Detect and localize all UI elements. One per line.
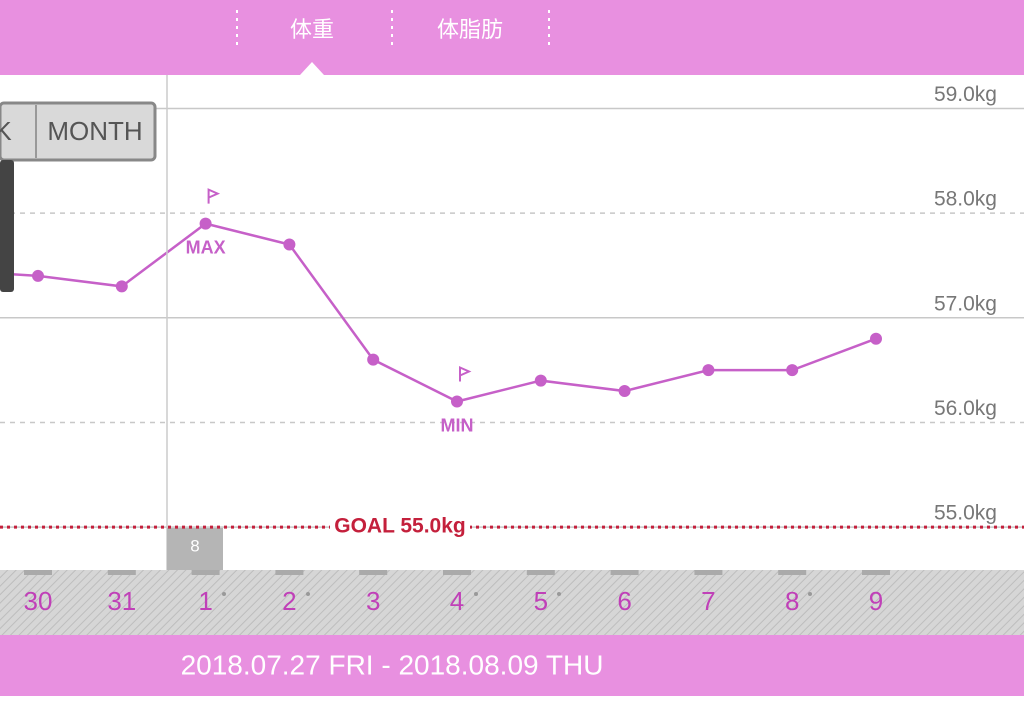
x-tick bbox=[359, 570, 388, 575]
weight-line bbox=[0, 222, 877, 403]
goal-label: GOAL 55.0kg bbox=[334, 515, 466, 538]
x-tick-label: 1 bbox=[198, 586, 212, 616]
x-tick bbox=[443, 570, 471, 575]
tab-bar bbox=[0, 0, 1024, 75]
day-dots bbox=[222, 592, 812, 596]
x-tick bbox=[275, 570, 304, 575]
weight-point bbox=[702, 364, 715, 377]
y-tick-label: 59.0kg bbox=[934, 83, 997, 106]
weight-point bbox=[451, 395, 463, 408]
weight-point bbox=[199, 217, 212, 230]
x-tick-label: 5 bbox=[534, 586, 548, 616]
weight-point bbox=[534, 374, 547, 387]
selection-box bbox=[167, 528, 223, 570]
date-range: 2018.07.27 FRI - 2018.08.09 THU bbox=[181, 649, 604, 680]
x-tick bbox=[526, 570, 555, 575]
weight-point bbox=[115, 280, 128, 293]
weight-point bbox=[367, 353, 380, 366]
x-tick bbox=[107, 570, 136, 575]
x-tick bbox=[694, 570, 723, 575]
x-tick-label: 31 bbox=[107, 586, 136, 616]
x-tick-label: 9 bbox=[869, 586, 883, 616]
weight-point bbox=[32, 269, 44, 282]
x-tick-label: 3 bbox=[366, 586, 380, 616]
y-tick-label: 58.0kg bbox=[934, 188, 997, 211]
flag bbox=[459, 365, 472, 382]
x-tick bbox=[24, 570, 52, 575]
x-tick-label: 4 bbox=[450, 586, 464, 616]
range-button[interactable]: K bbox=[0, 116, 12, 146]
tab[interactable]: 体重 bbox=[290, 17, 334, 42]
min-label: MIN bbox=[441, 415, 474, 435]
x-axis-band bbox=[0, 570, 1024, 635]
weight-point bbox=[283, 238, 296, 251]
side-panel bbox=[0, 160, 14, 292]
tab-indicator bbox=[300, 62, 324, 75]
tab-separators bbox=[236, 10, 550, 50]
x-tick bbox=[191, 570, 220, 575]
weight-point bbox=[618, 385, 631, 398]
y-tick-label: 57.0kg bbox=[934, 292, 997, 315]
x-tick-label: 8 bbox=[785, 586, 799, 616]
x-tick-label: 6 bbox=[617, 586, 631, 616]
x-tick-label: 30 bbox=[24, 586, 53, 616]
x-tick bbox=[778, 570, 807, 575]
x-tick-label: 7 bbox=[701, 586, 715, 616]
x-tick-label: 2 bbox=[282, 586, 296, 616]
plot bbox=[0, 107, 1024, 528]
footer bbox=[0, 635, 1024, 696]
tab[interactable]: 体脂肪 bbox=[437, 17, 503, 42]
range-toggle bbox=[0, 101, 157, 162]
selection-label: 8 bbox=[190, 536, 199, 555]
x-tick bbox=[862, 570, 890, 575]
weight-point bbox=[870, 332, 882, 345]
range-button[interactable]: MONTH bbox=[47, 116, 142, 146]
flag bbox=[207, 188, 221, 204]
y-tick-label: 55.0kg bbox=[934, 502, 997, 525]
weight-point bbox=[786, 364, 799, 377]
goal-label-bg bbox=[330, 513, 470, 542]
max-label: MAX bbox=[186, 237, 226, 257]
x-tick bbox=[610, 570, 639, 575]
y-tick-label: 56.0kg bbox=[934, 397, 997, 420]
